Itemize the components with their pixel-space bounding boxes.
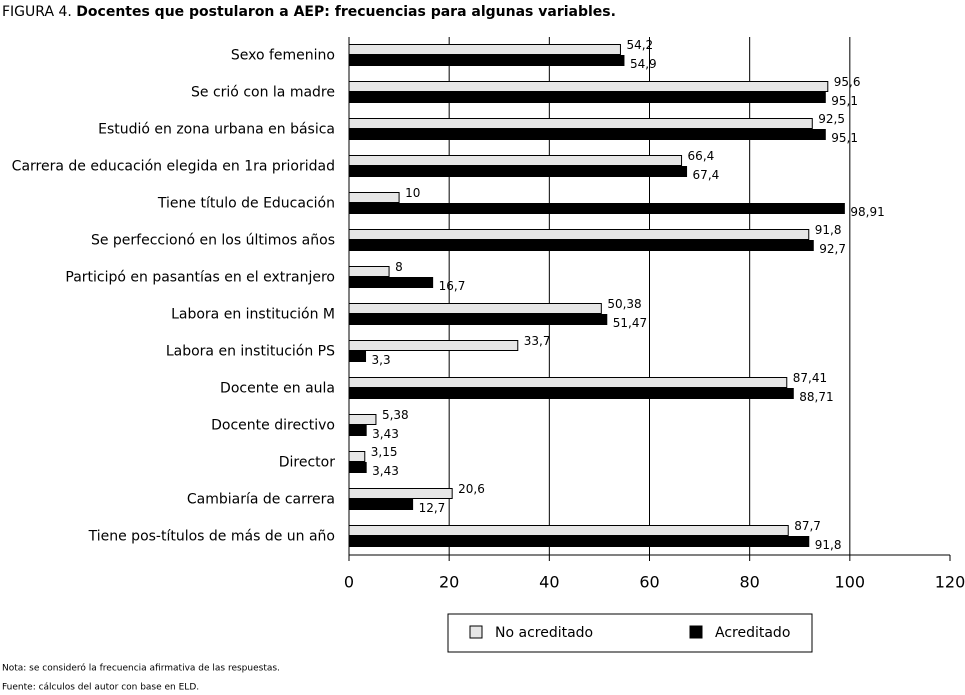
bar [348,303,602,314]
legend-label: Acreditado [715,625,790,641]
legend-label: No acreditado [495,625,593,641]
value-label: 66,4 [688,149,715,163]
bar [348,425,367,436]
bar [348,92,826,103]
x-tick-label: 80 [739,573,759,592]
value-label: 50,38 [607,297,641,311]
value-label: 87,7 [794,519,821,533]
bar [348,377,788,388]
value-label: 3,3 [372,353,391,367]
value-label: 95,6 [834,75,861,89]
category-label: Estudió en zona urbana en básica [98,122,335,138]
title-text: Docentes que postularon a AEP: frecuenci… [76,4,616,20]
value-label: 67,4 [693,168,720,182]
value-label: 95,1 [831,131,858,145]
value-label: 10 [405,186,420,200]
category-label: Carrera de educación elegida en 1ra prio… [12,159,335,175]
x-tick-label: 40 [539,573,559,592]
note: Nota: se consideró la frecuencia afirmat… [2,663,280,674]
bar [348,414,377,425]
value-label: 3,43 [372,464,399,478]
bar [348,118,813,129]
bar [348,462,367,473]
category-label: Docente directivo [211,418,335,434]
category-label: Labora en institución PS [166,344,335,360]
bar [348,129,826,140]
value-label: 88,71 [799,390,833,404]
value-label: 3,43 [372,427,399,441]
bar [348,266,390,277]
category-label: Cambiaría de carrera [187,492,335,508]
x-tick-label: 100 [835,573,866,592]
bar [348,44,621,55]
bar [348,166,688,177]
category-label: Docente en aula [220,381,335,397]
value-label: 51,47 [613,316,647,330]
bar [348,203,845,214]
bar [348,229,810,240]
bar [348,388,794,399]
value-label: 98,91 [850,205,884,219]
bar [348,351,367,362]
value-label: 8 [395,260,403,274]
x-tick-label: 20 [439,573,459,592]
legend-swatch [689,625,703,639]
value-label: 12,7 [419,501,446,515]
value-label: 3,15 [371,445,398,459]
category-label: Tiene título de Educación [157,196,335,212]
value-label: 33,7 [524,334,551,348]
x-tick-label: 60 [639,573,659,592]
x-tick-label: 120 [935,573,965,592]
category-label: Sexo femenino [231,48,335,64]
value-label: 5,38 [382,408,409,422]
category-label: Tiene pos-títulos de más de un año [88,529,335,545]
value-label: 87,41 [793,371,827,385]
value-label: 95,1 [831,94,858,108]
value-label: 54,9 [630,57,657,71]
bar [348,240,814,251]
value-label: 91,8 [815,223,842,237]
bar [348,55,625,66]
value-label: 16,7 [439,279,466,293]
bar [348,155,683,166]
category-label: Participó en pasantías en el extranjero [65,270,335,286]
category-label: Director [279,455,335,471]
source: Fuente: cálculos del autor con base en E… [2,683,199,693]
x-tick-label: 0 [344,573,354,592]
bar [348,81,829,92]
bar [348,277,434,288]
bar [348,314,608,325]
legend-box [447,613,813,653]
title-prefix: FIGURA 4. [2,4,72,20]
bar [348,536,810,547]
category-label: Se crió con la madre [191,85,335,101]
value-label: 92,7 [819,242,846,256]
bar [348,192,400,203]
value-label: 54,2 [626,38,653,52]
legend-swatch [469,625,483,639]
value-label: 20,6 [458,482,485,496]
bar [348,525,789,536]
category-label: Se perfeccionó en los últimos años [91,233,335,249]
bar [348,340,519,351]
value-label: 92,5 [818,112,845,126]
bar [348,451,366,462]
category-label: Labora en institución M [171,307,335,323]
value-label: 91,8 [815,538,842,552]
chart-title: FIGURA 4. Docentes que postularon a AEP:… [2,4,616,20]
bar [348,499,414,510]
bar [348,488,453,499]
